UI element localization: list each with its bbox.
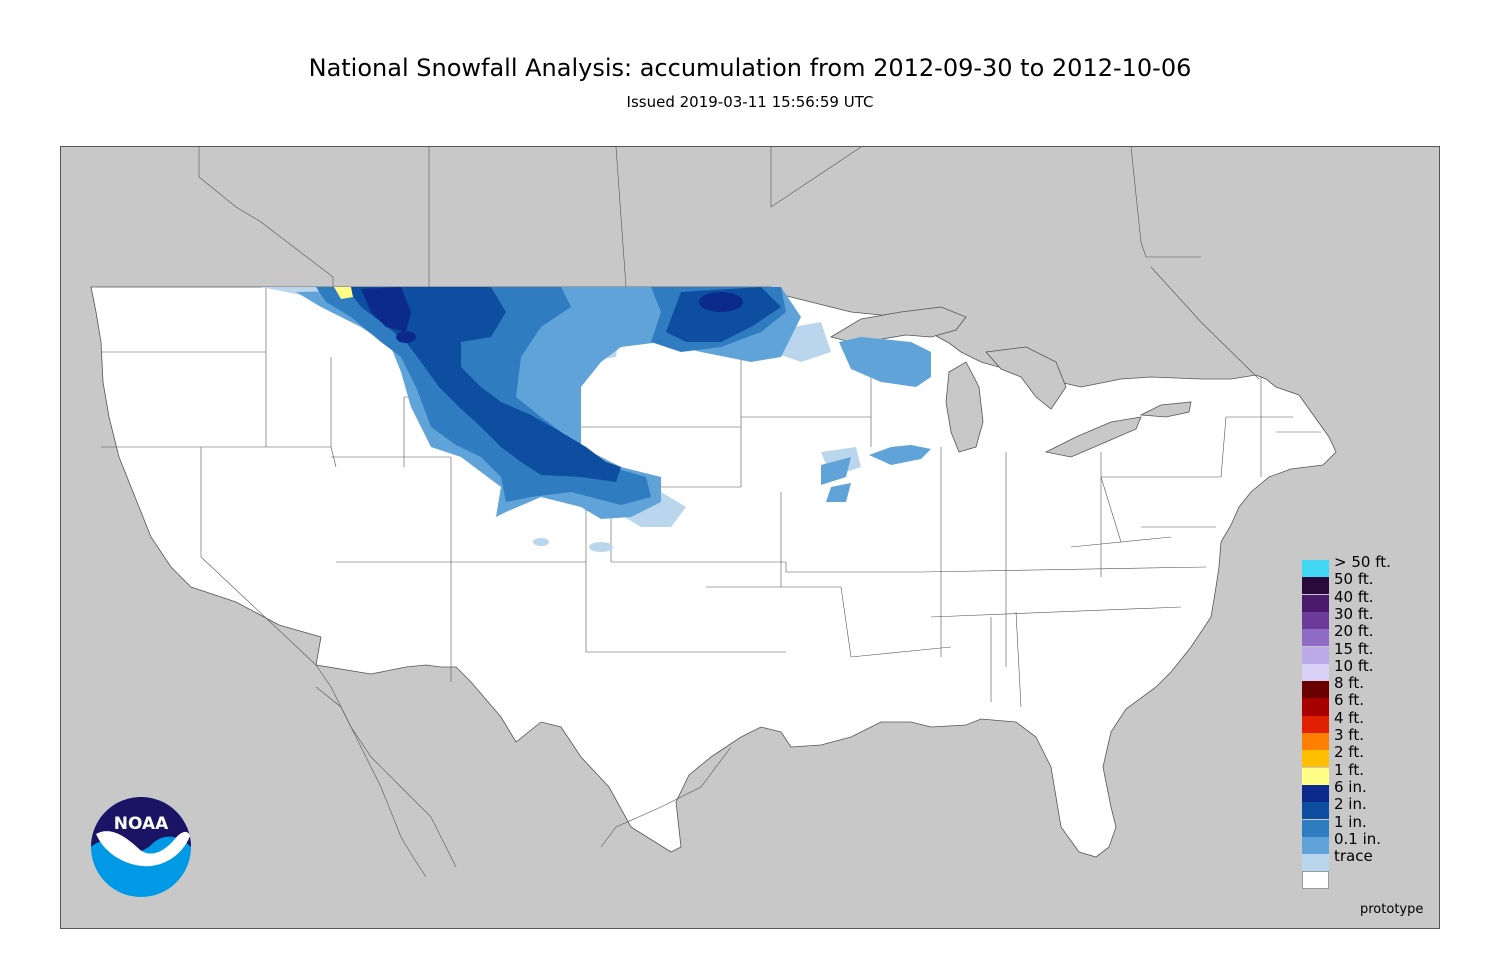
legend-label: 50 ft. (1334, 570, 1374, 589)
legend-swatch (1302, 733, 1329, 751)
legend-swatch (1302, 750, 1329, 768)
legend-swatch (1302, 663, 1329, 681)
legend-label: 4 ft. (1334, 708, 1364, 727)
snowfall-6in (361, 287, 743, 343)
state-borders (101, 287, 1321, 708)
legend-swatch (1302, 629, 1329, 647)
legend-label: 6 in. (1334, 777, 1367, 796)
lake-huron (985, 346, 1067, 410)
noaa-logo: NOAA (91, 797, 191, 897)
legend-swatch (1302, 836, 1329, 854)
legend-swatch (1302, 594, 1329, 612)
legend-label: 8 ft. (1334, 674, 1364, 693)
legend-label: 30 ft. (1334, 604, 1374, 623)
us-snowfall-map (90, 147, 1337, 878)
legend-swatch (1302, 646, 1329, 664)
legend-swatch (1302, 681, 1329, 699)
lake-erie (1044, 416, 1142, 458)
legend-label: 6 ft. (1334, 691, 1364, 710)
lake-ontario (1139, 401, 1192, 418)
legend-swatch (1302, 767, 1329, 785)
map-title: National Snowfall Analysis: accumulation… (308, 54, 1192, 82)
legend-label: 15 ft. (1334, 639, 1374, 658)
legend-label: 2 ft. (1334, 743, 1364, 762)
conus-land (90, 286, 1337, 858)
lake-michigan (945, 361, 984, 453)
snowfall-1ft (334, 287, 353, 299)
legend-swatch (1302, 698, 1329, 716)
legend-label: 10 ft. (1334, 656, 1374, 675)
legend-label: 3 ft. (1334, 726, 1364, 744)
legend-swatch (1302, 784, 1329, 803)
legend-label: 1 ft. (1334, 760, 1364, 779)
legend-swatch (1302, 819, 1329, 837)
noaa-logo-text: NOAA (114, 814, 169, 834)
legend-swatch (1302, 871, 1329, 889)
legend-label: 2 in. (1334, 795, 1367, 814)
legend-label: trace (1334, 847, 1373, 866)
legend-swatch (1302, 577, 1329, 595)
country-borders (198, 147, 1260, 878)
legend-label: > 50 ft. (1334, 553, 1391, 571)
legend-swatch (1302, 715, 1329, 733)
issued-timestamp: Issued 2019-03-11 15:56:59 UTC (626, 93, 874, 111)
legend-swatch (1302, 611, 1329, 630)
legend-swatch (1302, 854, 1329, 872)
prototype-label: prototype (1360, 902, 1424, 917)
legend-label: 40 ft. (1334, 587, 1374, 606)
legend-label: 20 ft. (1334, 622, 1374, 641)
map-panel[interactable] (60, 146, 1440, 929)
legend-label: 0.1 in. (1334, 829, 1382, 848)
legend-label: 1 in. (1334, 812, 1367, 831)
legend-swatch (1302, 560, 1329, 578)
legend-swatch (1302, 802, 1329, 820)
